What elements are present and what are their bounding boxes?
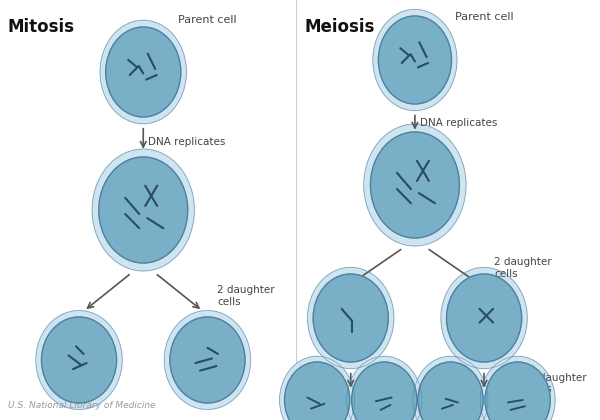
Text: DNA replicates: DNA replicates <box>420 118 497 128</box>
Ellipse shape <box>446 274 521 362</box>
Text: 2 daughter
cells: 2 daughter cells <box>494 257 551 279</box>
Ellipse shape <box>100 20 187 124</box>
Ellipse shape <box>379 16 451 104</box>
Text: Parent cell: Parent cell <box>178 15 237 25</box>
Text: Parent cell: Parent cell <box>455 12 514 22</box>
Text: Mitosis: Mitosis <box>8 18 75 36</box>
Text: DNA replicates: DNA replicates <box>148 137 226 147</box>
Ellipse shape <box>373 9 457 110</box>
Text: 2 daughter
cells: 2 daughter cells <box>217 285 275 307</box>
Ellipse shape <box>441 268 527 369</box>
Ellipse shape <box>308 268 394 369</box>
Ellipse shape <box>485 362 550 420</box>
Text: 4 daughter
cells: 4 daughter cells <box>529 373 586 394</box>
Text: U.S. National Library of Medicine: U.S. National Library of Medicine <box>8 401 155 410</box>
Ellipse shape <box>352 362 417 420</box>
Ellipse shape <box>364 124 466 246</box>
Ellipse shape <box>164 310 251 410</box>
Ellipse shape <box>36 310 122 410</box>
Ellipse shape <box>280 356 355 420</box>
Ellipse shape <box>370 132 460 238</box>
Ellipse shape <box>170 317 245 403</box>
Ellipse shape <box>106 27 181 117</box>
Ellipse shape <box>41 317 116 403</box>
Ellipse shape <box>92 149 194 271</box>
Text: Meiosis: Meiosis <box>304 18 374 36</box>
Ellipse shape <box>413 356 488 420</box>
Ellipse shape <box>347 356 422 420</box>
Ellipse shape <box>418 362 483 420</box>
Ellipse shape <box>284 362 350 420</box>
Ellipse shape <box>480 356 555 420</box>
Ellipse shape <box>313 274 388 362</box>
Ellipse shape <box>99 157 188 263</box>
